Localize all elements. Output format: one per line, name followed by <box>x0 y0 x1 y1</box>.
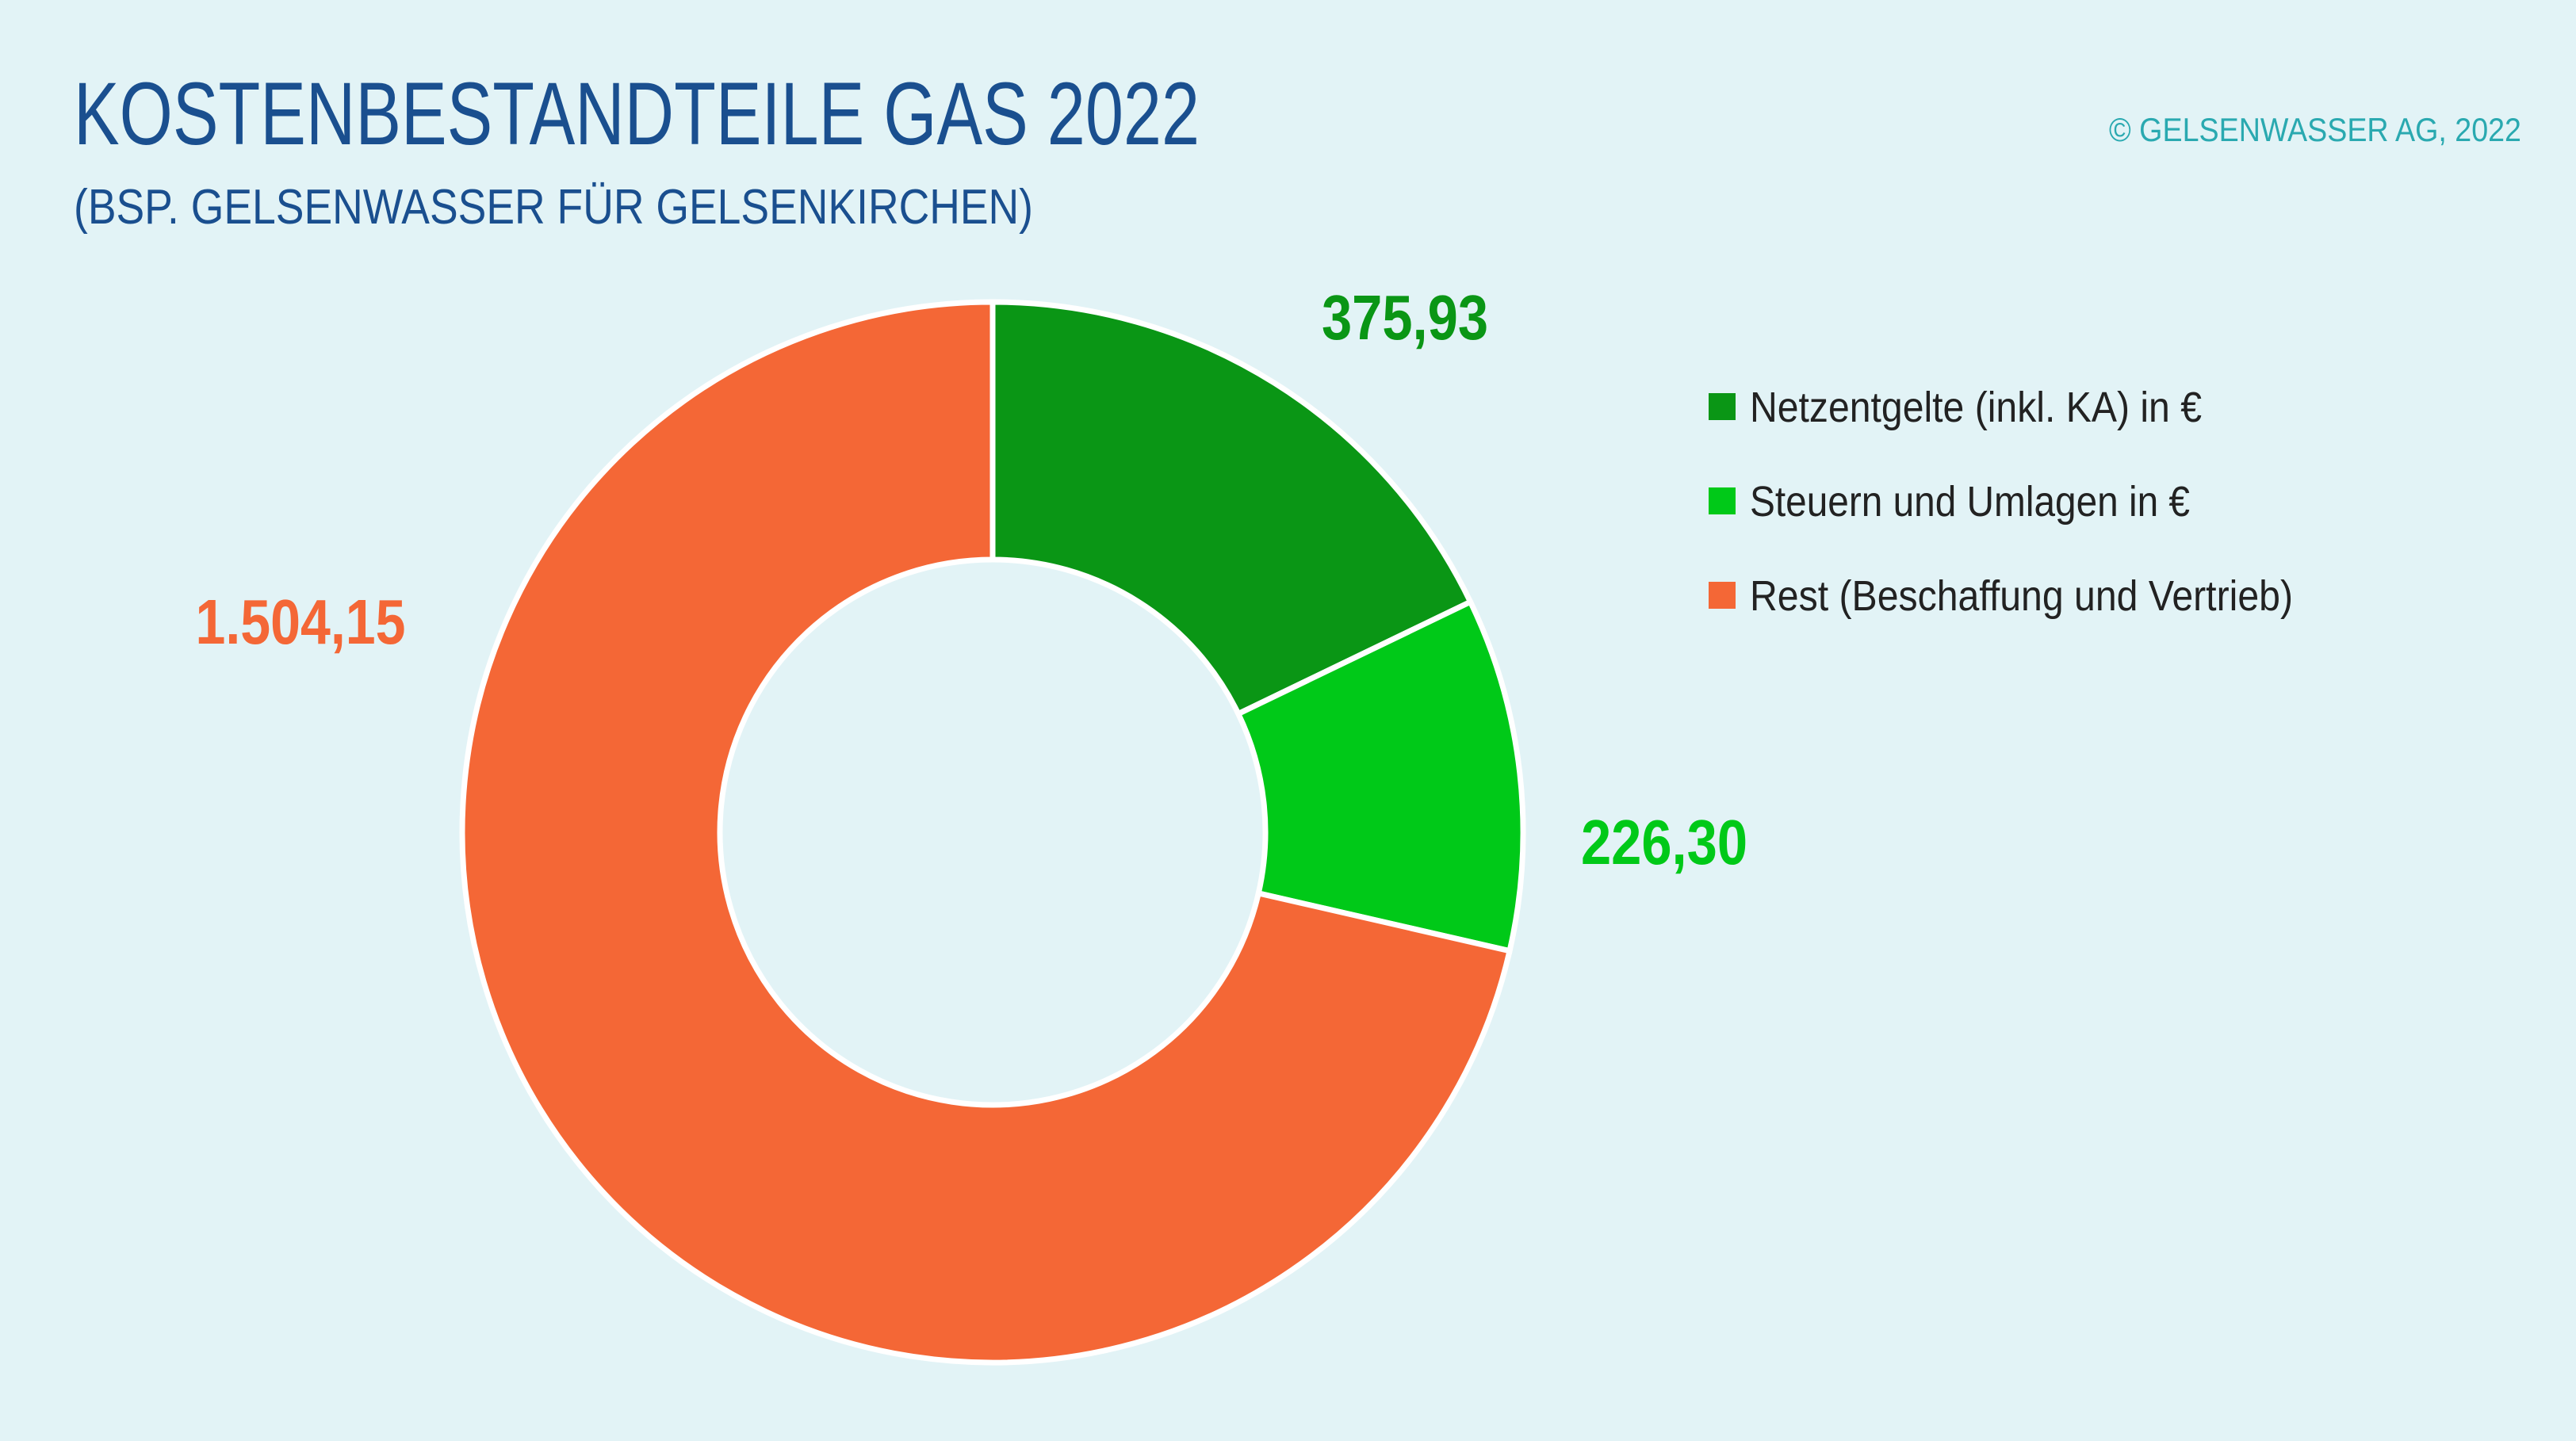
data-label: 1.504,15 <box>196 587 406 657</box>
legend-swatch <box>1709 582 1736 609</box>
legend-swatch <box>1709 487 1736 514</box>
data-label: 375,93 <box>1322 282 1488 353</box>
legend-label: Netzentgelte (inkl. KA) in € <box>1750 384 2202 431</box>
legend-swatch <box>1709 393 1736 420</box>
donut-slice <box>989 299 1475 718</box>
chart-title: KOSTENBESTANDTEILE GAS 2022 <box>74 64 1200 163</box>
donut-slice <box>1234 598 1526 954</box>
legend-label: Rest (Beschaffung und Vertrieb) <box>1750 572 2293 620</box>
donut-slice <box>459 299 1514 1366</box>
source: © GELSENWASSER AG, 2022 <box>2109 111 2521 148</box>
data-label: 226,30 <box>1581 807 1747 877</box>
legend-label: Steuern und Umlagen in € <box>1750 478 2190 526</box>
chart-subtitle: (BSP. GELSENWASSER FÜR GELSENKIRCHEN) <box>74 180 1033 235</box>
